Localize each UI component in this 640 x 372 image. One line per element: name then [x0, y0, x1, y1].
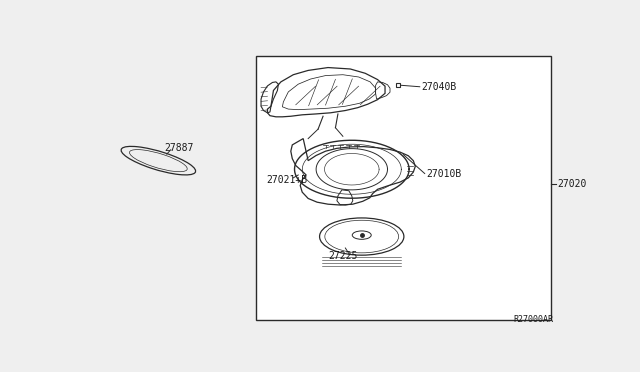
Bar — [256, 56, 551, 320]
Text: R27000AR: R27000AR — [514, 315, 554, 324]
Text: 27887: 27887 — [164, 143, 194, 153]
Text: 27040B: 27040B — [421, 82, 456, 92]
Text: 27020: 27020 — [557, 179, 587, 189]
Text: 27225: 27225 — [328, 251, 357, 261]
Text: 27010B: 27010B — [426, 169, 461, 179]
Text: 27021+B: 27021+B — [266, 175, 307, 185]
